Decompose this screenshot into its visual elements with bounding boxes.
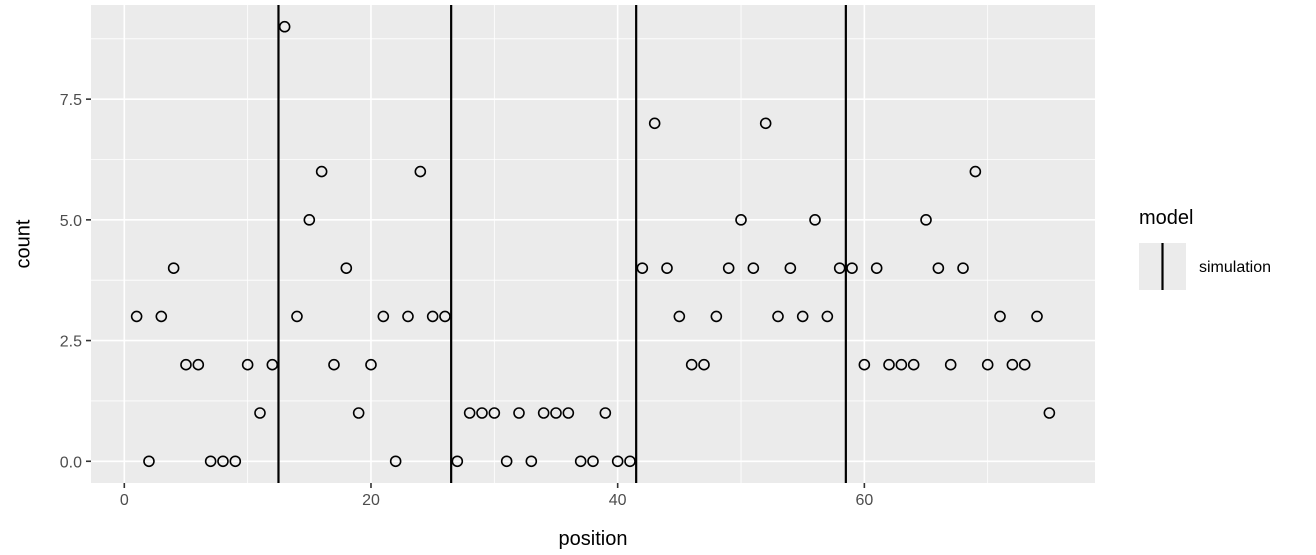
data-point (944, 358, 957, 371)
data-point (932, 262, 945, 274)
data-point (550, 407, 562, 419)
legend: model simulation (1139, 207, 1271, 290)
data-point (957, 262, 969, 274)
legend-label-simulation: simulation (1199, 259, 1271, 276)
data-point (883, 358, 895, 371)
data-point (759, 117, 772, 130)
data-point (180, 358, 192, 371)
data-point (698, 358, 710, 371)
data-point (204, 455, 217, 468)
data-point (377, 310, 390, 323)
data-point (426, 310, 439, 323)
data-point (476, 407, 488, 419)
x-axis-title: position (559, 528, 628, 550)
data-point (599, 407, 612, 419)
data-point (414, 165, 427, 178)
data-point (624, 455, 636, 468)
data-point (488, 407, 501, 419)
simulation-lines (277, 5, 847, 483)
data-point (870, 262, 883, 274)
x-tick-label: 40 (609, 492, 627, 509)
data-point (907, 358, 920, 371)
data-point (661, 262, 673, 274)
data-point (513, 407, 525, 419)
data-point (303, 214, 316, 226)
data-point (315, 165, 328, 178)
data-point (365, 358, 377, 371)
data-point (537, 407, 550, 419)
data-point (525, 455, 538, 468)
data-point (809, 214, 821, 226)
data-point (821, 310, 834, 323)
data-point (994, 310, 1006, 323)
data-point (291, 310, 303, 323)
data-point (254, 407, 266, 419)
data-point (402, 310, 414, 323)
data-point (328, 358, 340, 371)
data-point (833, 262, 846, 274)
x-tick-label: 0 (120, 492, 129, 509)
data-point (266, 358, 279, 371)
data-points (130, 20, 1056, 468)
data-point (451, 455, 464, 468)
data-point (562, 407, 575, 419)
y-axis-title: count (12, 219, 34, 268)
data-point (217, 455, 229, 468)
data-point (143, 455, 155, 468)
data-point (500, 455, 513, 468)
data-point (574, 455, 587, 468)
data-point (155, 310, 168, 323)
axes: 0 20 40 60 0.0 2.5 5.0 7.5 (60, 92, 874, 509)
data-point (167, 262, 180, 274)
data-point (192, 358, 205, 371)
data-point (969, 165, 982, 178)
data-point (858, 358, 871, 371)
data-point (772, 310, 784, 323)
data-point (130, 310, 143, 323)
data-point (710, 310, 723, 323)
data-point (648, 117, 661, 130)
data-point (735, 214, 747, 226)
data-point (1018, 358, 1031, 371)
data-point (241, 358, 254, 371)
grid-minor (91, 5, 1095, 483)
data-point (796, 310, 809, 323)
data-point (636, 262, 649, 274)
data-point (920, 214, 932, 226)
data-point (1031, 310, 1043, 323)
x-tick-label: 20 (362, 492, 380, 509)
data-point (389, 455, 402, 468)
data-point (587, 455, 599, 468)
data-point (846, 262, 858, 274)
data-point (352, 407, 365, 419)
data-point (1043, 407, 1056, 419)
data-point (685, 358, 698, 371)
y-tick-label: 7.5 (60, 92, 82, 109)
legend-title: model (1139, 207, 1193, 229)
data-point (439, 310, 451, 323)
data-point (895, 358, 908, 371)
panel-background (91, 5, 1095, 483)
data-point (278, 20, 291, 33)
data-point (229, 455, 242, 468)
y-tick-label: 2.5 (60, 334, 82, 351)
x-tick-label: 60 (855, 492, 873, 509)
data-point (981, 358, 994, 371)
data-point (463, 407, 476, 419)
grid-major (91, 5, 1095, 483)
data-point (784, 262, 797, 274)
data-point (722, 262, 735, 274)
y-tick-label: 5.0 (60, 213, 82, 230)
data-point (1006, 358, 1019, 371)
data-point (747, 262, 760, 274)
data-point (611, 455, 624, 468)
data-point (340, 262, 353, 274)
data-point (673, 310, 686, 323)
y-tick-label: 0.0 (60, 454, 82, 471)
